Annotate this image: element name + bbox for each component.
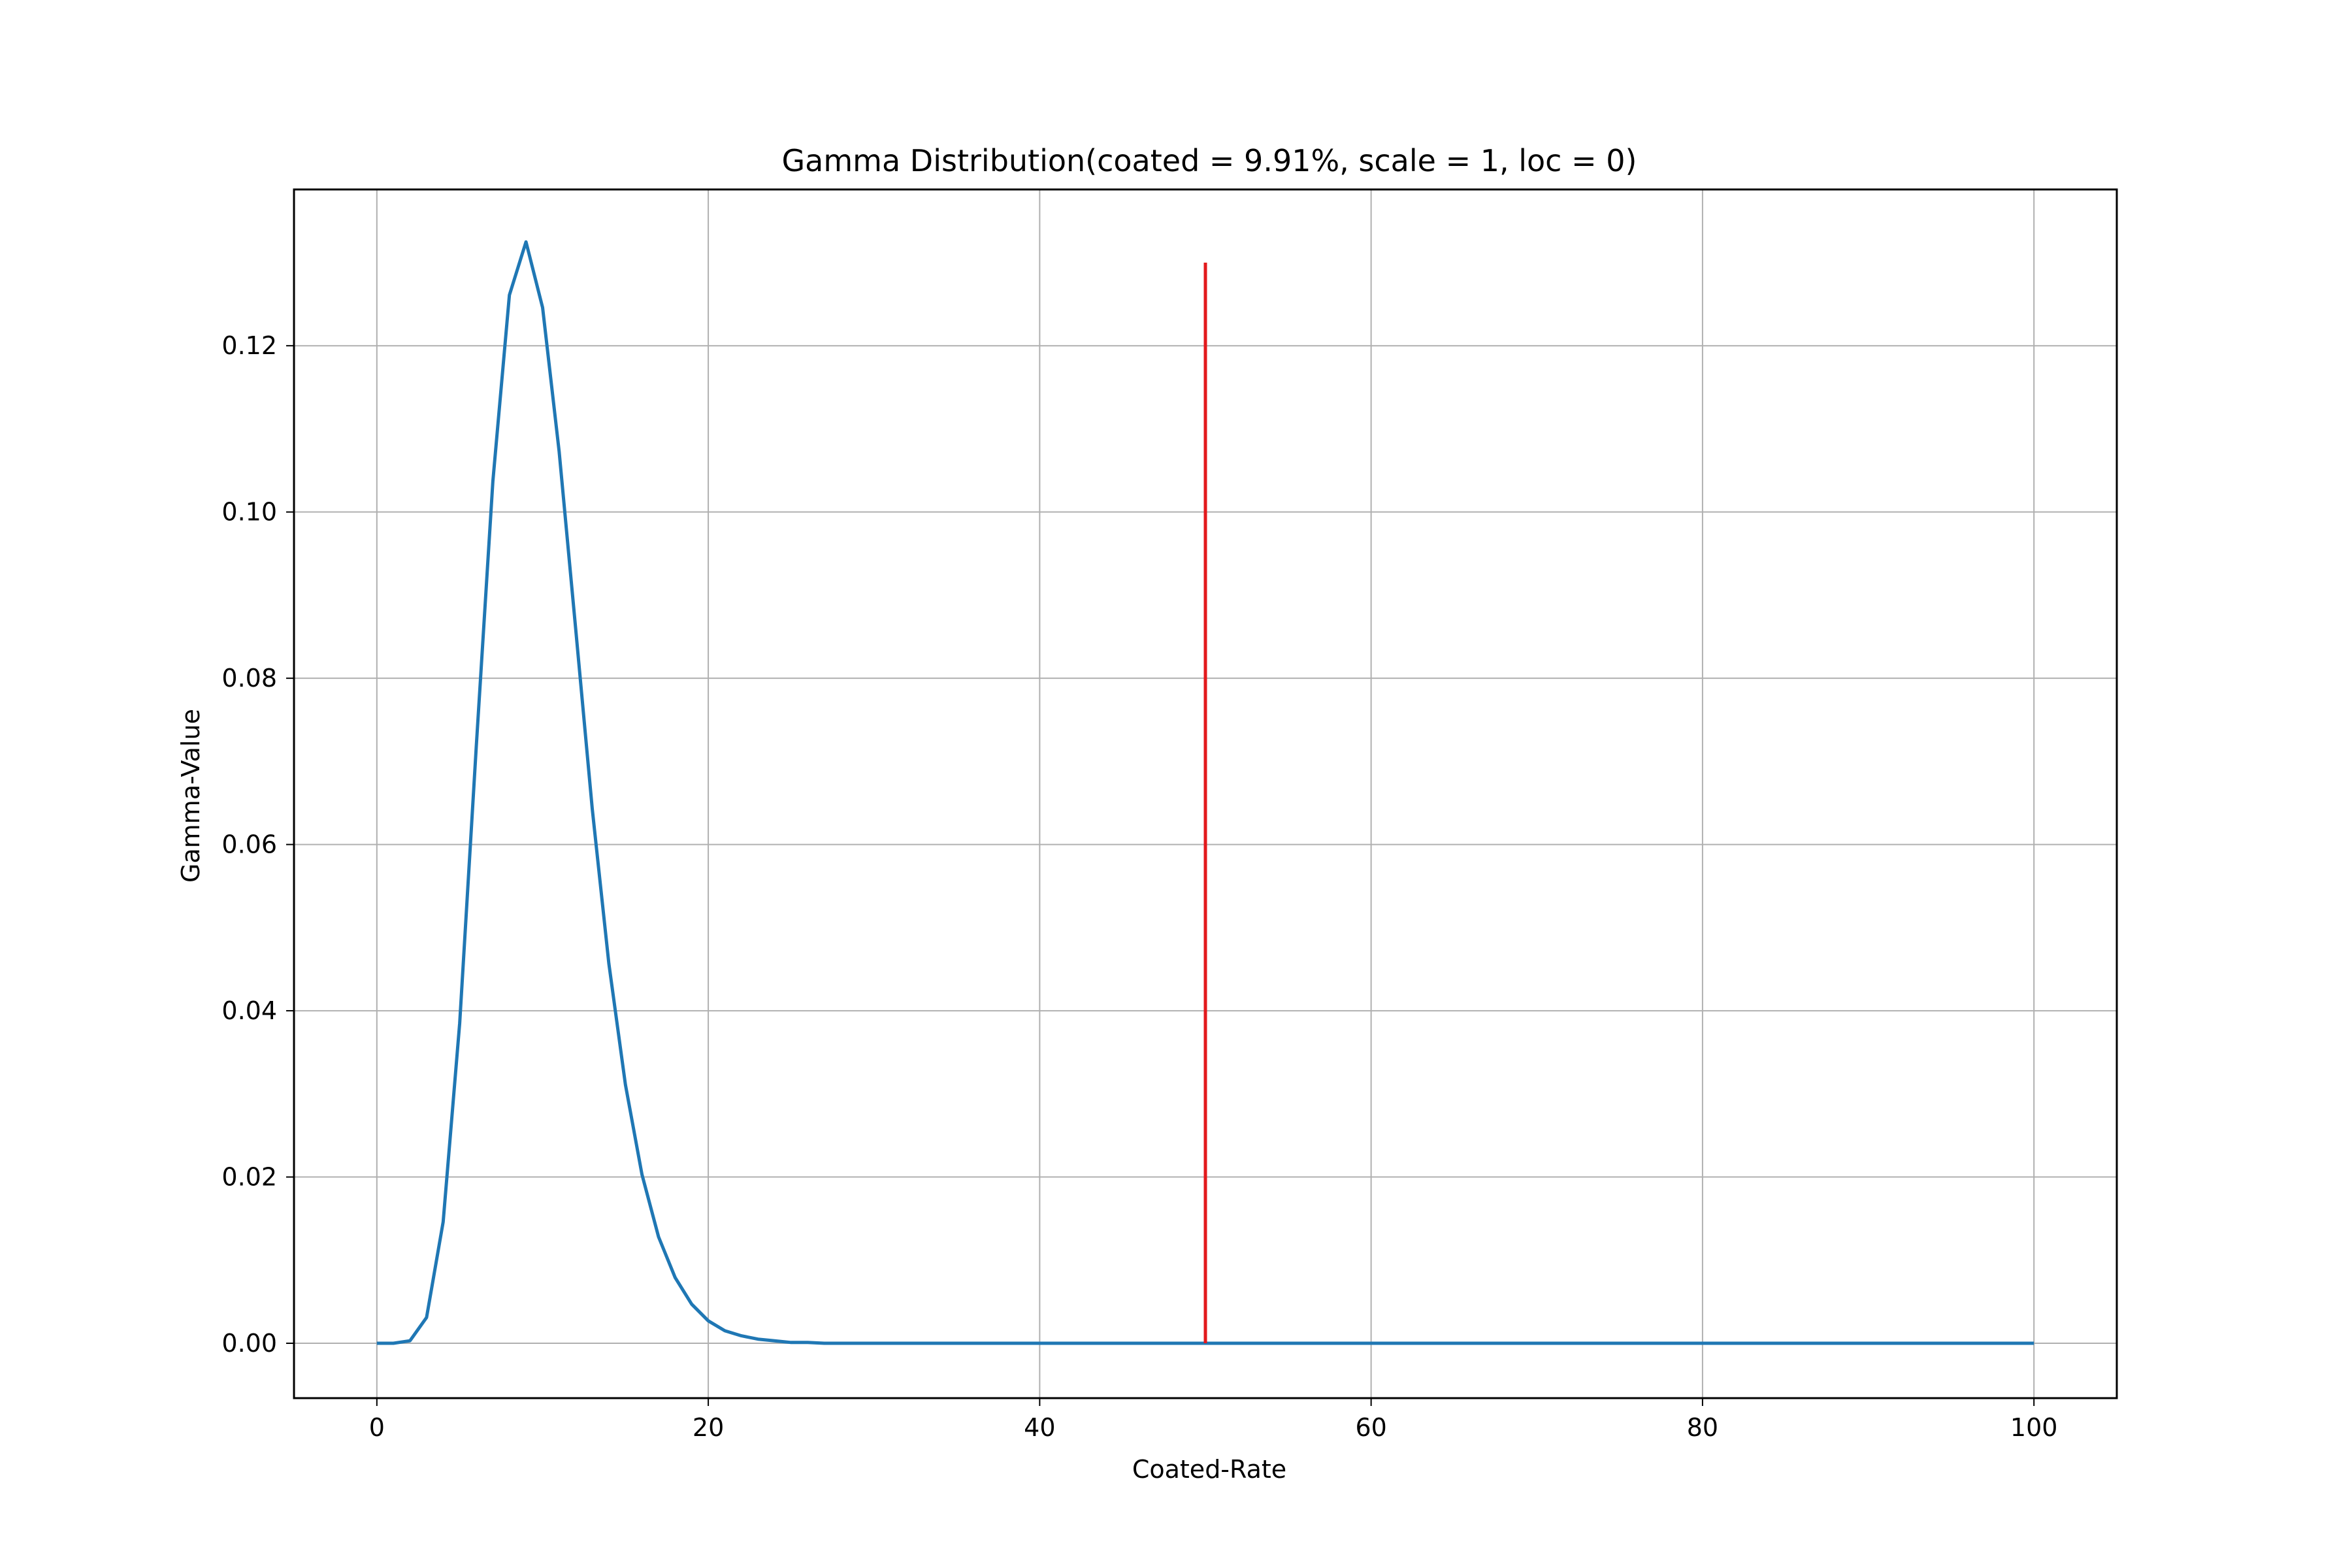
y-tick-label: 0.12 — [221, 331, 277, 360]
gamma-curve-line — [376, 240, 2034, 1345]
y-axis-ticks: 0.00 0.02 0.04 0.06 0.08 0.10 0.12 — [221, 331, 294, 1358]
x-tick-label: 60 — [1355, 1413, 1386, 1442]
y-tick-label: 0.02 — [221, 1163, 277, 1192]
y-tick-label: 0.06 — [221, 830, 277, 859]
x-axis-label: Coated-Rate — [1132, 1455, 1286, 1484]
y-tick-label: 0.00 — [221, 1329, 277, 1358]
x-tick-label: 80 — [1687, 1413, 1718, 1442]
y-tick-label: 0.04 — [221, 996, 277, 1025]
y-axis-label: Gamma-Value — [176, 709, 205, 883]
x-tick-label: 0 — [369, 1413, 385, 1442]
x-tick-label: 20 — [693, 1413, 724, 1442]
y-tick-label: 0.10 — [221, 498, 277, 527]
y-tick-label: 0.08 — [221, 664, 277, 693]
x-tick-label: 40 — [1024, 1413, 1055, 1442]
x-axis-ticks: 0 20 40 60 80 100 — [369, 1398, 2058, 1442]
plot-series — [376, 240, 2034, 1345]
axes-frame — [293, 188, 2118, 1399]
chart-title: Gamma Distribution(coated = 9.91%, scale… — [782, 143, 1637, 178]
x-tick-label: 100 — [2010, 1413, 2058, 1442]
